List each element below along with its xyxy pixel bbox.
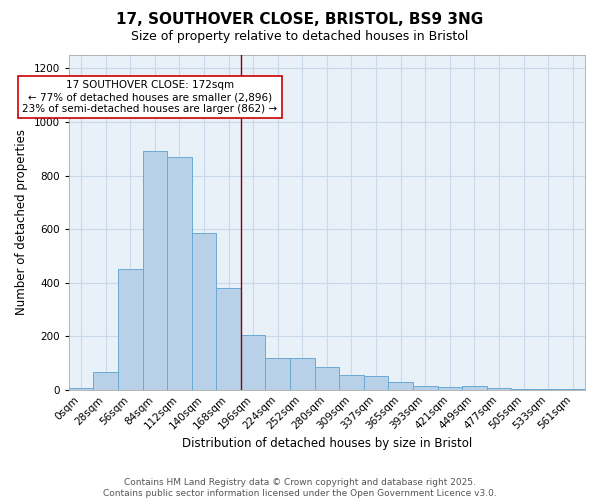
Bar (413, 386, 437, 390)
Bar (241, 335, 265, 390)
Bar (167, 157, 192, 390)
X-axis label: Distribution of detached houses by size in Bristol: Distribution of detached houses by size … (182, 437, 472, 450)
Text: 17, SOUTHOVER CLOSE, BRISTOL, BS9 3NG: 17, SOUTHOVER CLOSE, BRISTOL, BS9 3NG (116, 12, 484, 28)
Bar (69, 388, 94, 390)
Bar (143, 152, 167, 390)
Bar (290, 358, 314, 390)
Bar (536, 389, 560, 390)
Bar (487, 388, 511, 390)
Bar (339, 375, 364, 390)
Bar (388, 382, 413, 390)
Text: 17 SOUTHOVER CLOSE: 172sqm
← 77% of detached houses are smaller (2,896)
23% of s: 17 SOUTHOVER CLOSE: 172sqm ← 77% of deta… (22, 80, 278, 114)
Y-axis label: Number of detached properties: Number of detached properties (15, 130, 28, 316)
Text: Size of property relative to detached houses in Bristol: Size of property relative to detached ho… (131, 30, 469, 43)
Bar (265, 358, 290, 390)
Bar (511, 389, 536, 390)
Bar (118, 269, 143, 390)
Bar (364, 376, 388, 390)
Text: Contains HM Land Registry data © Crown copyright and database right 2025.
Contai: Contains HM Land Registry data © Crown c… (103, 478, 497, 498)
Bar (314, 367, 339, 390)
Bar (217, 288, 241, 390)
Bar (192, 233, 217, 390)
Bar (94, 372, 118, 390)
Bar (437, 387, 462, 390)
Bar (462, 386, 487, 390)
